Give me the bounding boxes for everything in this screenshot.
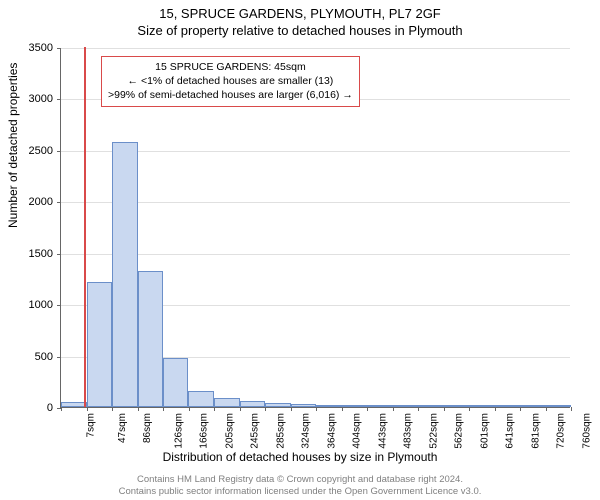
xtick-label: 245sqm xyxy=(250,413,261,449)
property-marker-line xyxy=(84,47,86,407)
chart-title: 15, SPRUCE GARDENS, PLYMOUTH, PL7 2GF xyxy=(0,6,600,21)
ytick-mark xyxy=(57,357,61,358)
footer-line-1: Contains HM Land Registry data © Crown c… xyxy=(0,474,600,486)
xtick-label: 205sqm xyxy=(224,413,235,449)
ytick-mark xyxy=(57,99,61,100)
xtick-label: 562sqm xyxy=(454,413,465,449)
xtick-label: 86sqm xyxy=(142,413,153,443)
histogram-bar xyxy=(520,405,546,407)
ytick-label: 2000 xyxy=(13,196,53,208)
xtick-mark xyxy=(469,407,470,411)
xtick-label: 166sqm xyxy=(199,413,210,449)
xtick-mark xyxy=(61,407,62,411)
ytick-label: 500 xyxy=(13,351,53,363)
xtick-label: 522sqm xyxy=(428,413,439,449)
xtick-mark xyxy=(214,407,215,411)
callout-box: 15 SPRUCE GARDENS: 45sqm← <1% of detache… xyxy=(101,56,360,107)
callout-line-2: ← <1% of detached houses are smaller (13… xyxy=(108,74,353,88)
gridline xyxy=(61,48,570,49)
xtick-mark xyxy=(393,407,394,411)
histogram-bar xyxy=(291,404,317,407)
ytick-mark xyxy=(57,202,61,203)
callout-line-3: >99% of semi-detached houses are larger … xyxy=(108,88,353,102)
histogram-bar xyxy=(265,403,291,407)
xtick-mark xyxy=(240,407,241,411)
xtick-label: 641sqm xyxy=(505,413,516,449)
xtick-label: 483sqm xyxy=(403,413,414,449)
xtick-mark xyxy=(291,407,292,411)
xtick-mark xyxy=(367,407,368,411)
xtick-label: 760sqm xyxy=(581,413,592,449)
histogram-bar xyxy=(112,142,138,407)
xtick-mark xyxy=(342,407,343,411)
xtick-label: 7sqm xyxy=(85,413,96,437)
chart-subtitle: Size of property relative to detached ho… xyxy=(0,23,600,38)
xtick-mark xyxy=(265,407,266,411)
histogram-bar xyxy=(392,405,418,407)
xtick-mark xyxy=(138,407,139,411)
xtick-label: 601sqm xyxy=(479,413,490,449)
x-axis-label: Distribution of detached houses by size … xyxy=(0,450,600,464)
xtick-label: 681sqm xyxy=(530,413,541,449)
xtick-label: 285sqm xyxy=(275,413,286,449)
histogram-bar xyxy=(469,405,495,407)
histogram-bar xyxy=(367,405,392,407)
histogram-bar xyxy=(188,391,214,407)
xtick-mark xyxy=(112,407,113,411)
ytick-mark xyxy=(57,305,61,306)
callout-line-1: 15 SPRUCE GARDENS: 45sqm xyxy=(108,60,353,74)
ytick-label: 3500 xyxy=(13,42,53,54)
xtick-mark xyxy=(418,407,419,411)
xtick-label: 47sqm xyxy=(117,413,128,443)
xtick-mark xyxy=(163,407,164,411)
xtick-mark xyxy=(87,407,88,411)
xtick-mark xyxy=(546,407,547,411)
xtick-label: 443sqm xyxy=(377,413,388,449)
ytick-label: 3000 xyxy=(13,93,53,105)
xtick-mark xyxy=(316,407,317,411)
xtick-mark xyxy=(444,407,445,411)
xtick-mark xyxy=(495,407,496,411)
ytick-label: 2500 xyxy=(13,145,53,157)
ytick-mark xyxy=(57,254,61,255)
histogram-bar xyxy=(341,405,367,407)
histogram-bar xyxy=(138,271,164,407)
footer-line-2: Contains public sector information licen… xyxy=(0,486,600,498)
histogram-bar xyxy=(87,282,112,407)
xtick-mark xyxy=(571,407,572,411)
xtick-label: 364sqm xyxy=(326,413,337,449)
ytick-label: 1000 xyxy=(13,299,53,311)
histogram-bar xyxy=(443,405,469,407)
histogram-bar xyxy=(418,405,443,407)
histogram-bar xyxy=(240,401,265,407)
histogram-bar xyxy=(316,405,341,407)
xtick-mark xyxy=(189,407,190,411)
ytick-label: 1500 xyxy=(13,248,53,260)
footer-attribution: Contains HM Land Registry data © Crown c… xyxy=(0,474,600,498)
ytick-label: 0 xyxy=(13,402,53,414)
chart-plot-area: 05001000150020002500300035007sqm47sqm86s… xyxy=(60,48,570,408)
xtick-label: 404sqm xyxy=(352,413,363,449)
histogram-bar xyxy=(163,358,188,407)
xtick-mark xyxy=(520,407,521,411)
ytick-mark xyxy=(57,151,61,152)
ytick-mark xyxy=(57,48,61,49)
xtick-label: 720sqm xyxy=(556,413,567,449)
histogram-bar xyxy=(61,402,87,407)
histogram-bar xyxy=(214,398,240,407)
xtick-label: 126sqm xyxy=(173,413,184,449)
xtick-label: 324sqm xyxy=(301,413,312,449)
histogram-bar xyxy=(545,405,571,407)
histogram-bar xyxy=(494,405,519,407)
title-block: 15, SPRUCE GARDENS, PLYMOUTH, PL7 2GF Si… xyxy=(0,0,600,38)
